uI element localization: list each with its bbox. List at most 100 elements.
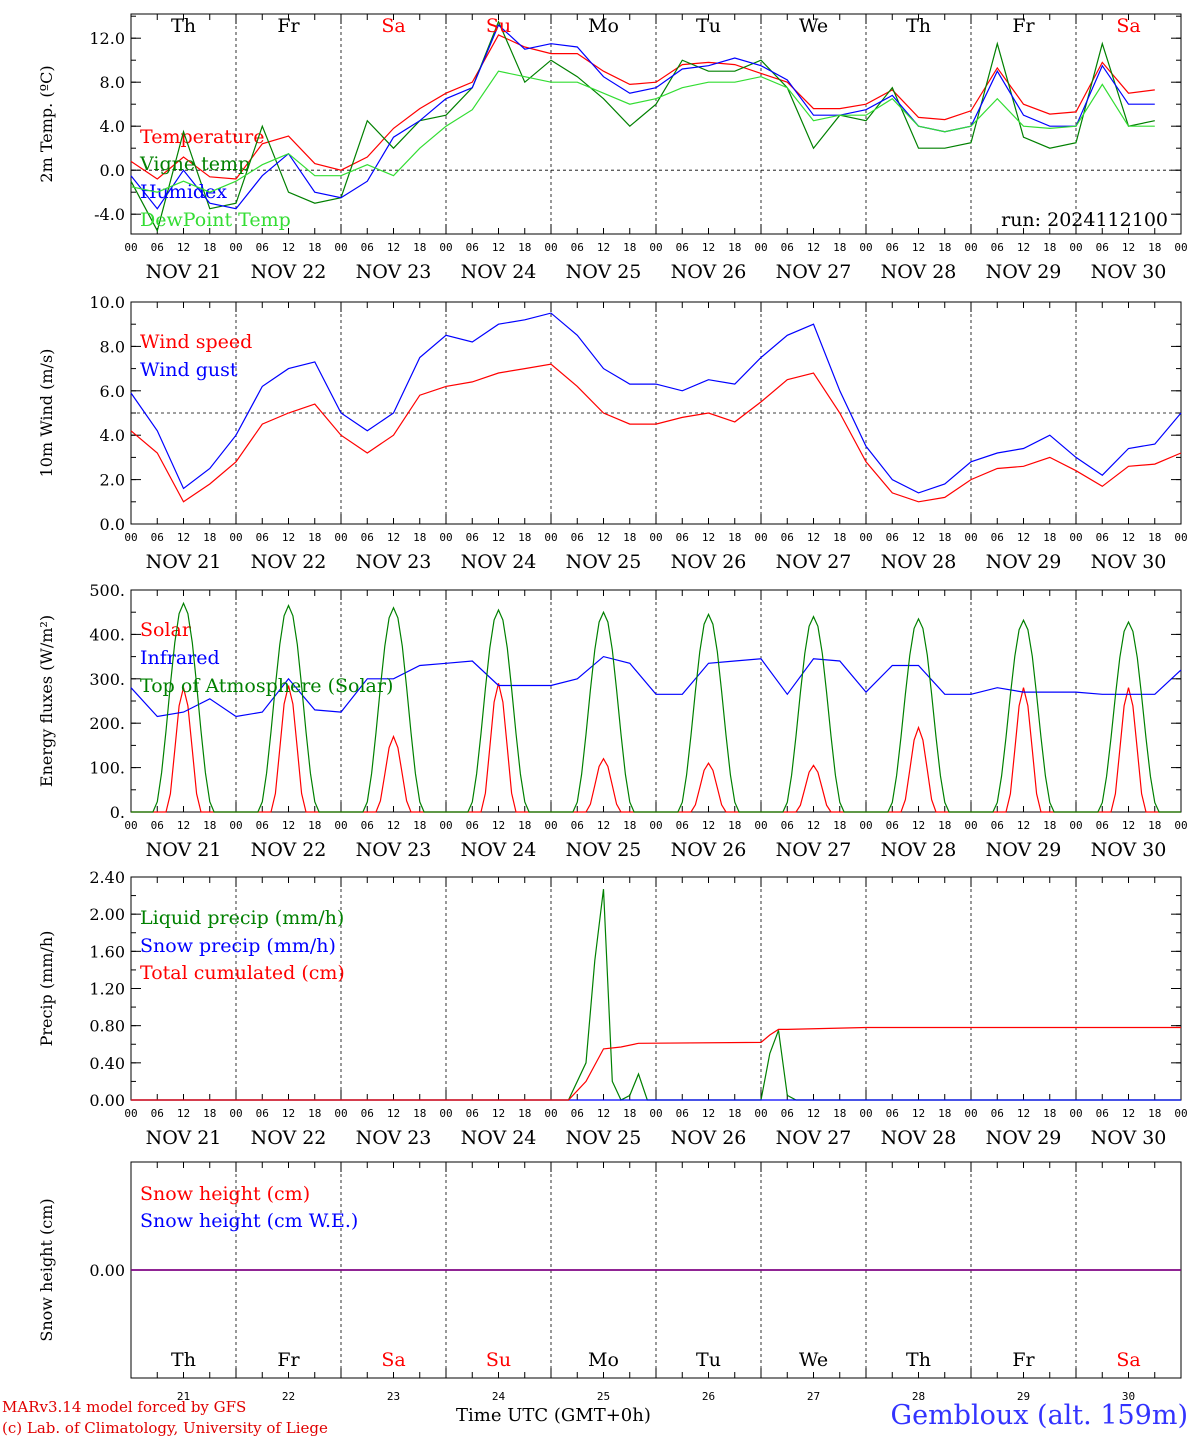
hour-tick-label: 06 xyxy=(571,241,584,254)
weekday-label: Mo xyxy=(588,15,619,37)
y-tick-label: -4.0 xyxy=(94,205,125,224)
hour-tick-label: 12 xyxy=(492,1107,505,1120)
weekday-label: We xyxy=(799,1349,828,1371)
date-label: NOV 30 xyxy=(1091,1127,1167,1149)
panel-1: 12.0 8.0 4.0 0.0 -4.0 2m Temp. (ºC) Temperatur… xyxy=(37,13,1188,283)
hour-tick-label: 18 xyxy=(308,1107,321,1120)
lab-credit: (c) Lab. of Climatology, University of L… xyxy=(2,1419,328,1437)
hour-tick-label: 00 xyxy=(964,241,977,254)
series-line xyxy=(131,601,1181,813)
hour-tick-label: 18 xyxy=(833,531,846,544)
hour-tick-label: 12 xyxy=(177,819,190,832)
hour-tick-label: 06 xyxy=(781,1107,794,1120)
legend-entry: Vigne temp xyxy=(139,153,250,175)
hour-tick-label: 12 xyxy=(177,241,190,254)
hour-tick-label: 12 xyxy=(387,241,400,254)
legend-entry: Temperature xyxy=(140,126,264,148)
hour-tick-label: 00 xyxy=(1069,819,1082,832)
hour-tick-label: 18 xyxy=(203,531,216,544)
legend-entry: Top of Atmosphere (Solar) xyxy=(140,675,393,697)
weekday-label: Sa xyxy=(1116,15,1140,37)
legend-entry: DewPoint Temp xyxy=(140,209,291,231)
y-tick-label: 6.0 xyxy=(100,382,125,401)
hour-tick-label: 00 xyxy=(1174,1107,1187,1120)
y-tick-label: 500. xyxy=(89,581,125,600)
y-axis-label: Snow height (cm) xyxy=(37,1198,56,1341)
hour-tick-label: 18 xyxy=(518,1107,531,1120)
hour-tick-label: 12 xyxy=(1017,241,1030,254)
day-number: 25 xyxy=(597,1390,610,1403)
hour-tick-label: 12 xyxy=(1017,1107,1030,1120)
hour-tick-label: 18 xyxy=(518,531,531,544)
hour-tick-label: 12 xyxy=(912,241,925,254)
weekday-label: Fr xyxy=(1012,15,1035,37)
hour-tick-label: 00 xyxy=(229,819,242,832)
y-tick-label: 12.0 xyxy=(89,29,125,48)
hour-tick-label: 18 xyxy=(728,241,741,254)
hour-tick-label: 06 xyxy=(676,819,689,832)
y-tick-label: 0.0 xyxy=(100,161,125,180)
date-label: NOV 29 xyxy=(986,261,1062,283)
date-label: NOV 26 xyxy=(671,839,747,861)
hour-tick-label: 18 xyxy=(1043,819,1056,832)
hour-tick-label: 00 xyxy=(334,1107,347,1120)
hour-tick-label: 00 xyxy=(334,241,347,254)
hour-tick-label: 18 xyxy=(938,1107,951,1120)
hour-tick-label: 12 xyxy=(597,241,610,254)
hour-tick-label: 18 xyxy=(623,1107,636,1120)
weekday-label: Mo xyxy=(588,1349,619,1371)
weekday-label: Th xyxy=(171,1349,196,1371)
weekday-label: Th xyxy=(171,15,196,37)
date-label: NOV 23 xyxy=(356,261,432,283)
hour-tick-label: 00 xyxy=(964,1107,977,1120)
hour-tick-label: 12 xyxy=(807,241,820,254)
date-label: NOV 21 xyxy=(146,839,222,861)
hour-tick-label: 00 xyxy=(754,241,767,254)
date-label: NOV 29 xyxy=(986,1127,1062,1149)
y-tick-label: 8.0 xyxy=(100,73,125,92)
y-tick-label: 400. xyxy=(89,625,125,644)
hour-tick-label: 12 xyxy=(702,1107,715,1120)
hour-tick-label: 18 xyxy=(728,819,741,832)
hour-tick-label: 12 xyxy=(282,1107,295,1120)
hour-tick-label: 18 xyxy=(1043,1107,1056,1120)
y-tick-label: 100. xyxy=(89,759,125,778)
hour-tick-label: 18 xyxy=(203,819,216,832)
hour-tick-label: 06 xyxy=(151,531,164,544)
legend-entry: Wind speed xyxy=(140,331,252,353)
hour-tick-label: 06 xyxy=(256,819,269,832)
hour-tick-label: 00 xyxy=(124,1107,137,1120)
panel-2: 10.0 8.0 6.0 4.0 2.0 0.0 10m Wind (m/s) Wind sp… xyxy=(37,293,1188,573)
date-label: NOV 26 xyxy=(671,1127,747,1149)
y-tick-label: 2.40 xyxy=(89,868,125,887)
date-label: NOV 22 xyxy=(251,1127,327,1149)
y-tick-label: 8.0 xyxy=(100,337,125,356)
hour-tick-label: 00 xyxy=(859,241,872,254)
hour-tick-label: 06 xyxy=(466,819,479,832)
hour-tick-label: 12 xyxy=(1122,819,1135,832)
hour-tick-label: 06 xyxy=(781,531,794,544)
hour-tick-label: 12 xyxy=(807,819,820,832)
hour-tick-label: 12 xyxy=(282,531,295,544)
hour-tick-label: 06 xyxy=(991,531,1004,544)
hour-tick-label: 18 xyxy=(728,1107,741,1120)
hour-tick-label: 06 xyxy=(781,241,794,254)
date-label: NOV 30 xyxy=(1091,551,1167,573)
y-tick-label: 2.00 xyxy=(89,905,125,924)
y-tick-label: 4.0 xyxy=(100,426,125,445)
legend-entry: Liquid precip (mm/h) xyxy=(140,907,344,929)
hour-tick-label: 00 xyxy=(544,531,557,544)
model-credit: MARv3.14 model forced by GFS xyxy=(2,1398,247,1416)
hour-tick-label: 12 xyxy=(1017,819,1030,832)
y-tick-label: 0.00 xyxy=(89,1091,125,1110)
y-tick-label: 4.0 xyxy=(100,117,125,136)
hour-tick-label: 12 xyxy=(387,531,400,544)
hour-tick-label: 00 xyxy=(859,819,872,832)
hour-tick-label: 00 xyxy=(859,1107,872,1120)
hour-tick-label: 12 xyxy=(702,819,715,832)
hour-tick-label: 18 xyxy=(938,531,951,544)
hour-tick-label: 12 xyxy=(807,1107,820,1120)
date-label: NOV 27 xyxy=(776,839,852,861)
hour-tick-label: 00 xyxy=(439,531,452,544)
day-number: 26 xyxy=(702,1390,715,1403)
